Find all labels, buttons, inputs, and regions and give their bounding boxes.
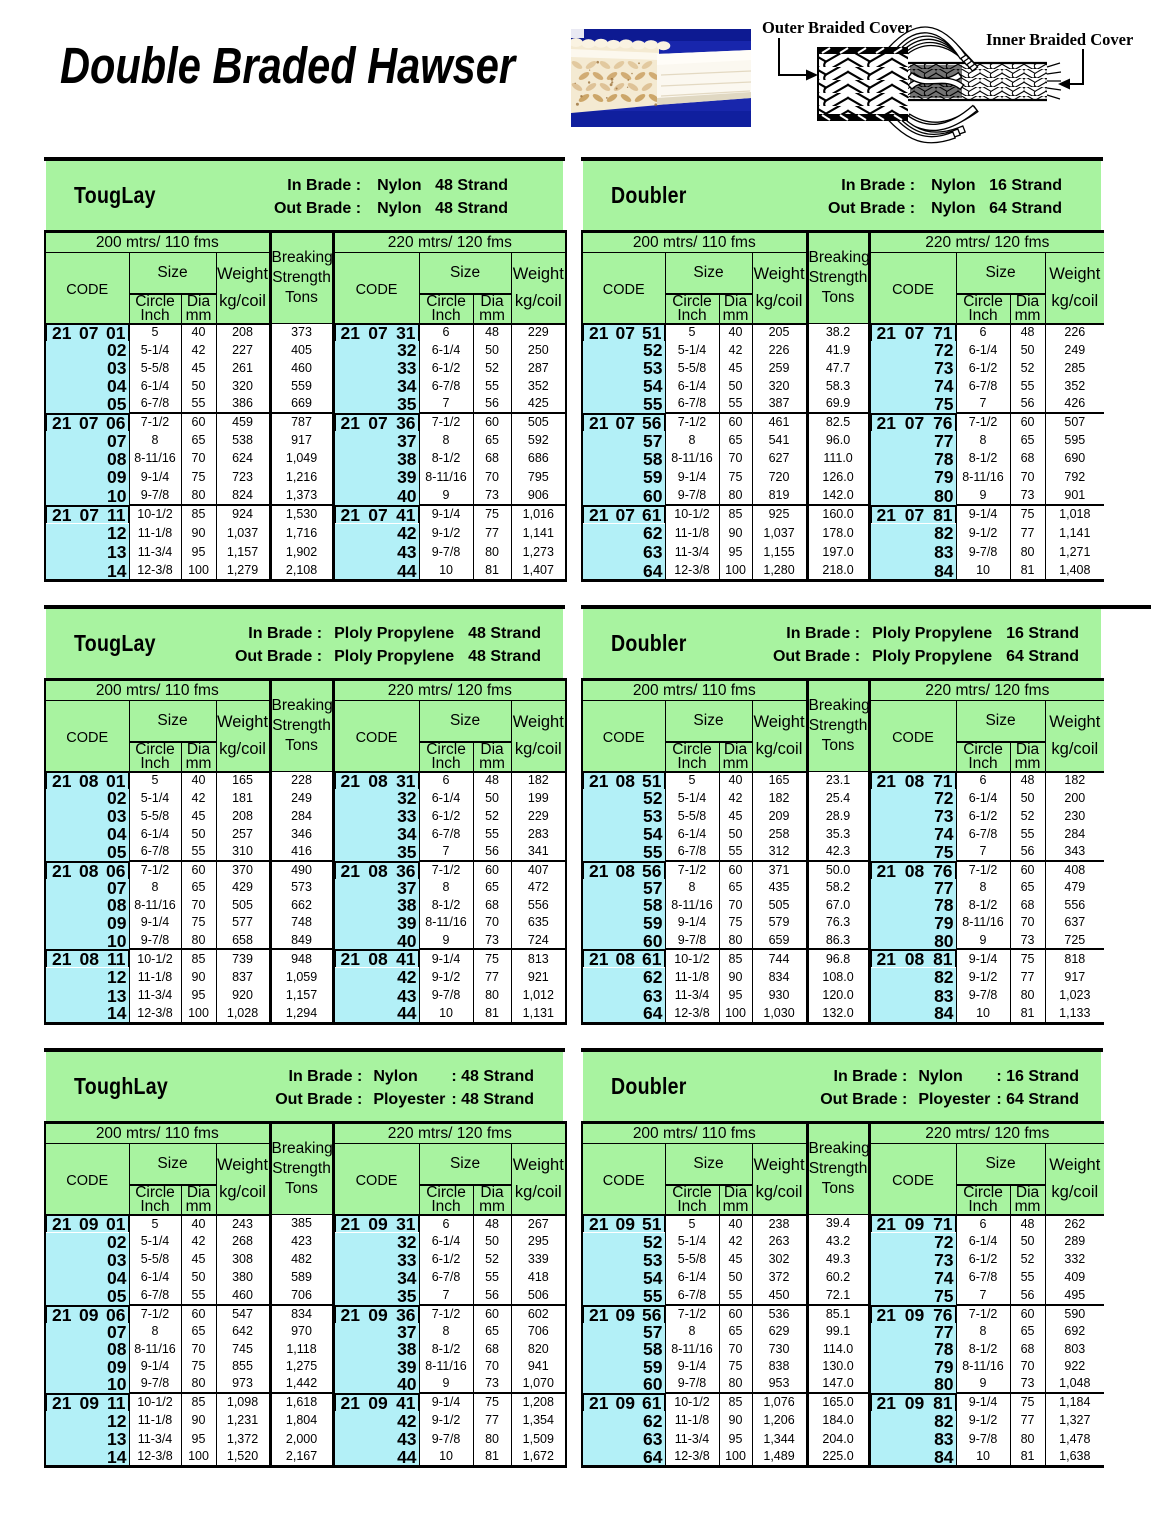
svg-text:Inner Braided Cover: Inner Braided Cover (986, 30, 1133, 49)
svg-text:Outer Braided Cover: Outer Braided Cover (762, 18, 912, 37)
